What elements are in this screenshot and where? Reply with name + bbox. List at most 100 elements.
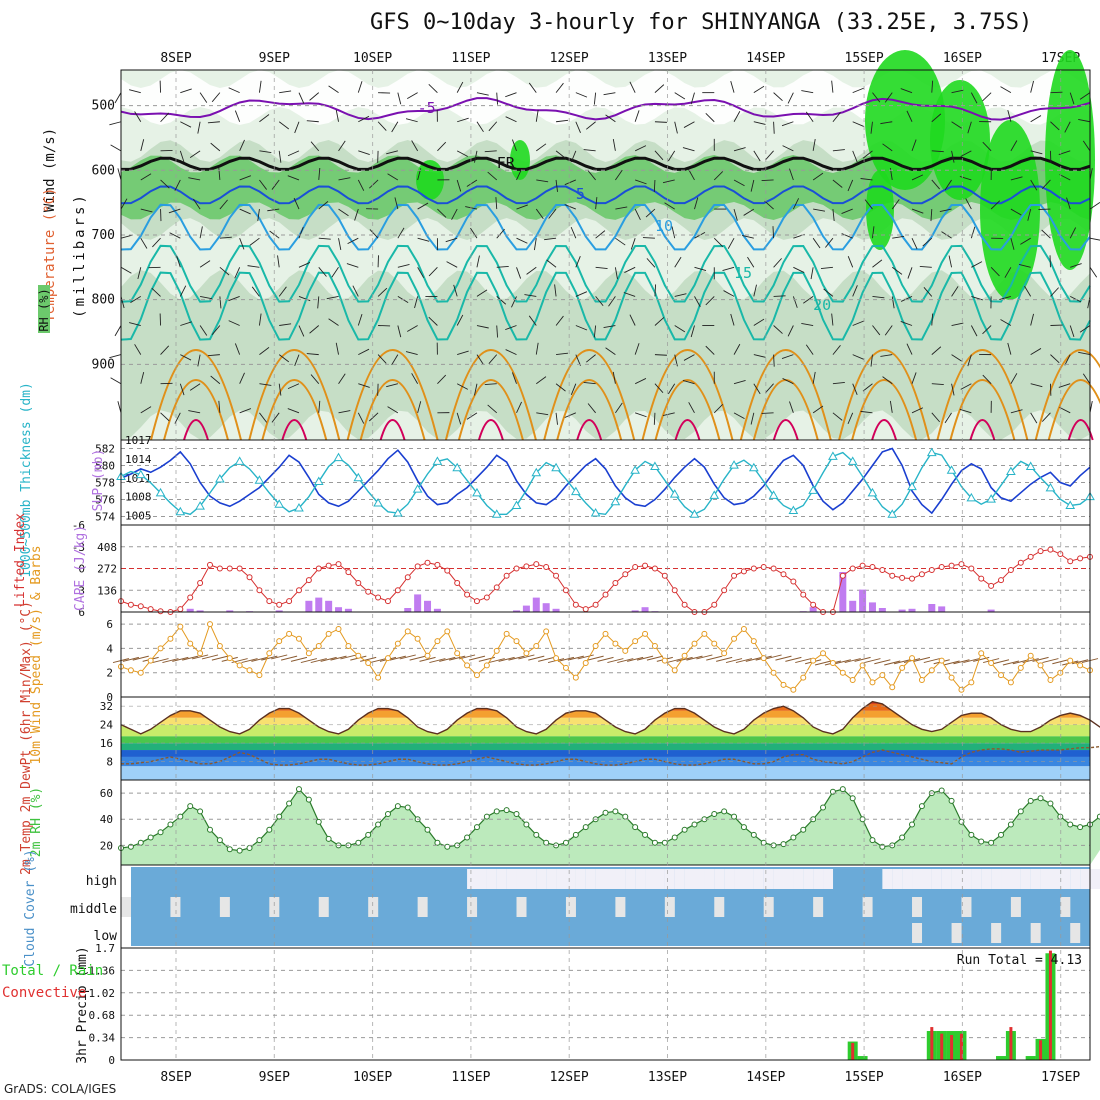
- wind-speed-marker: [177, 623, 184, 630]
- cloud-gap: [318, 897, 329, 917]
- wind-barb: [211, 325, 221, 335]
- wind-barb: [662, 179, 675, 184]
- warm-contour: [969, 419, 996, 441]
- precip-conv-bar: [1048, 950, 1052, 1060]
- wind-barb: [496, 266, 509, 268]
- lifted-marker: [651, 565, 658, 572]
- cloud-gap: [496, 869, 507, 889]
- wind-barb: [635, 179, 647, 185]
- warm-contour: [261, 379, 328, 441]
- rh-marker: [1077, 824, 1084, 831]
- wind-barb: [310, 658, 327, 664]
- wind-barb: [239, 238, 245, 250]
- cape-bar: [344, 608, 352, 612]
- wind-barb: [880, 354, 893, 357]
- wind-barb: [772, 226, 775, 239]
- lifted-marker: [355, 580, 362, 586]
- wind-barb: [1010, 373, 1018, 384]
- rh-marker: [750, 831, 757, 838]
- wind-speed-marker: [988, 660, 995, 666]
- cloud-gap: [912, 923, 923, 943]
- wind-barb: [1030, 80, 1035, 93]
- wind-speed-marker: [721, 650, 728, 657]
- rh-marker: [988, 839, 995, 846]
- wind-barb: [466, 412, 478, 420]
- cape-bar: [532, 597, 540, 612]
- wind-speed-marker: [1027, 652, 1034, 659]
- wind-barb: [241, 658, 258, 664]
- cape-bar: [938, 606, 946, 612]
- lifted-marker: [414, 563, 421, 570]
- wind-barb: [484, 150, 497, 153]
- date-label-bottom: 8SEP: [160, 1070, 191, 1085]
- wind-barb: [951, 150, 955, 163]
- wind-barb: [239, 175, 252, 181]
- wind-barb: [219, 266, 230, 276]
- wind-barb: [1041, 229, 1051, 239]
- rh-marker: [493, 808, 500, 815]
- wind-barb: [294, 354, 300, 366]
- slp-marker: [313, 476, 324, 486]
- wind-barb: [1007, 342, 1012, 355]
- wind-speed-marker: [553, 655, 560, 662]
- wind-barb: [646, 655, 664, 661]
- wind-speed-marker: [968, 679, 975, 686]
- wind-barb: [852, 320, 864, 326]
- wind-barb: [674, 121, 678, 134]
- wind-barb: [654, 354, 667, 356]
- rh-marker: [602, 809, 609, 816]
- slp-tick-label: 1011: [125, 472, 152, 485]
- wind-barb: [1000, 86, 1012, 94]
- wind-barb: [801, 90, 814, 94]
- rh-high-blob: [865, 50, 945, 190]
- wind-barb: [872, 92, 881, 103]
- wind-barb: [445, 237, 458, 243]
- rh-marker: [671, 834, 678, 841]
- wind-barb: [654, 284, 657, 297]
- wind-barb: [417, 267, 425, 278]
- rh-marker: [256, 837, 263, 844]
- wind-barb: [722, 266, 735, 272]
- wind-speed-marker: [216, 643, 223, 649]
- rh-marker: [513, 811, 520, 817]
- wind-barb: [725, 658, 743, 664]
- wind-barb: [391, 354, 399, 366]
- wind-barb: [535, 208, 544, 220]
- wind-barb: [199, 260, 211, 268]
- wind-barb: [318, 237, 331, 240]
- slp-marker: [808, 485, 819, 494]
- wind-barb: [251, 656, 268, 662]
- wind-barb: [134, 344, 142, 355]
- wind-barb: [597, 656, 614, 662]
- warm-contour: [281, 419, 308, 441]
- wind-tick-label: 6: [106, 618, 113, 631]
- wind-barb: [1010, 176, 1023, 181]
- wind-barb: [583, 382, 596, 385]
- wind-barb: [338, 410, 351, 414]
- wind-barb: [1000, 319, 1012, 326]
- wind-barb: [965, 198, 972, 210]
- wind-barb: [456, 150, 468, 157]
- wind-barb: [682, 147, 695, 152]
- wind-barb: [832, 209, 835, 222]
- rh-marker: [384, 811, 391, 817]
- cloud-gap: [615, 869, 626, 889]
- lifted-marker: [572, 601, 579, 608]
- cape-tick-label: 136: [97, 584, 117, 597]
- wind-barb: [907, 267, 913, 279]
- wind-speed-marker: [909, 655, 916, 662]
- wind-barb: [564, 412, 577, 418]
- wind-barb: [259, 150, 272, 153]
- rh-marker: [147, 834, 154, 841]
- wind-barb: [923, 658, 940, 664]
- wind-barb: [179, 383, 185, 396]
- wind-barb: [931, 179, 941, 190]
- date-label-top: 9SEP: [259, 51, 290, 66]
- lifted-marker: [246, 574, 253, 581]
- wind-barb: [793, 266, 805, 273]
- wind-barb: [1024, 285, 1032, 297]
- cloud-gap: [219, 897, 230, 917]
- cloud-layer-label: high: [86, 874, 117, 889]
- wind-barb: [544, 237, 557, 241]
- wind-barb: [535, 342, 539, 355]
